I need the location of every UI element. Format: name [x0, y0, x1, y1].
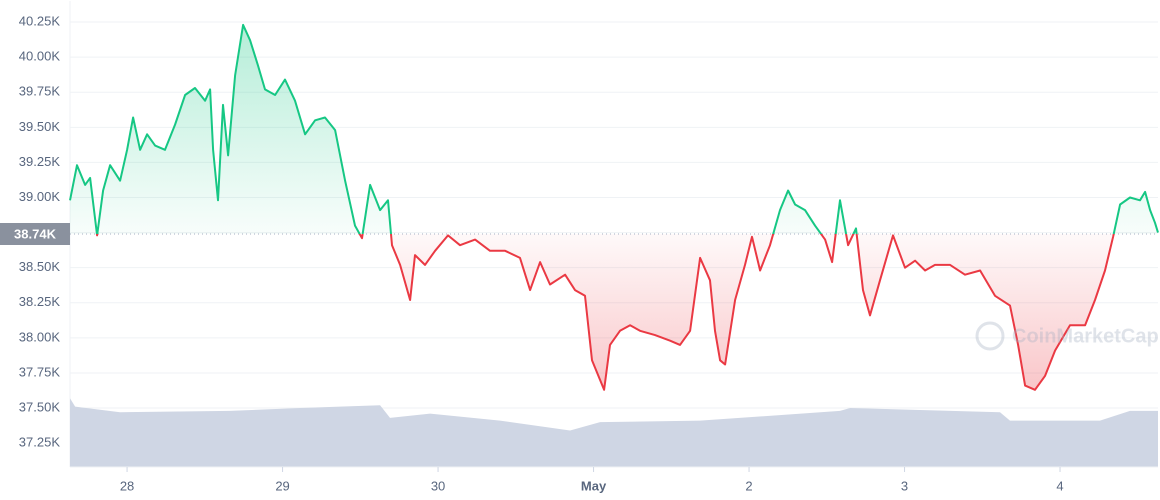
- volume-area: [70, 398, 1158, 467]
- watermark-logo: [975, 321, 1005, 351]
- watermark: CoinMarketCap: [975, 321, 1159, 351]
- price-area: [70, 24, 1158, 390]
- y-tick-label: 39.75K: [19, 84, 61, 99]
- y-tick-label: 39.00K: [19, 189, 61, 204]
- y-tick-label: 40.00K: [19, 49, 61, 64]
- x-tick-label: 2: [745, 478, 752, 493]
- x-tick-label: 3: [901, 478, 908, 493]
- x-tick-label: 28: [120, 478, 134, 493]
- y-tick-label: 37.75K: [19, 364, 61, 379]
- y-tick-label: 37.25K: [19, 435, 61, 450]
- baseline-label: 38.74K: [14, 226, 57, 241]
- y-tick-label: 37.50K: [19, 399, 61, 414]
- y-tick-label: 38.00K: [19, 329, 61, 344]
- y-tick-label: 38.25K: [19, 294, 61, 309]
- x-tick-label: 29: [275, 478, 289, 493]
- watermark-text: CoinMarketCap: [1012, 325, 1159, 347]
- y-tick-label: 39.25K: [19, 154, 61, 169]
- y-tick-label: 40.25K: [19, 13, 61, 28]
- x-tick-label: 4: [1056, 478, 1063, 493]
- baseline-label-box: [0, 223, 70, 245]
- price-line: [69, 23, 1159, 391]
- x-tick-label: May: [581, 478, 607, 493]
- x-tick-label: 30: [431, 478, 445, 493]
- y-tick-label: 38.50K: [19, 259, 61, 274]
- y-tick-label: 39.50K: [19, 119, 61, 134]
